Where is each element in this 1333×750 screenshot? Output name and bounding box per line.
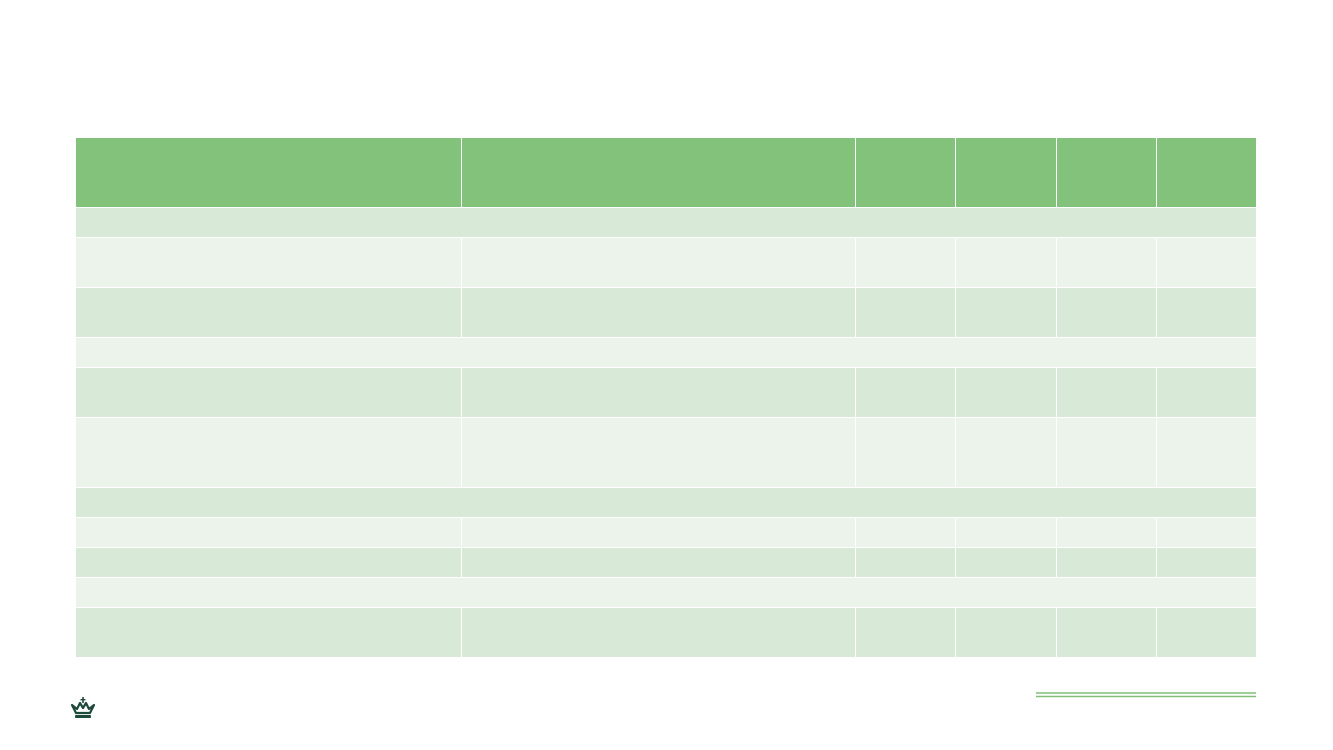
table-cell xyxy=(76,418,461,487)
header-cell xyxy=(462,138,855,207)
table-cell xyxy=(1057,548,1156,577)
header-cell xyxy=(1157,138,1256,207)
table-cell xyxy=(462,288,855,337)
table-cell xyxy=(462,608,855,657)
table-cell xyxy=(1057,238,1156,287)
table-cell xyxy=(956,368,1056,417)
table-cell xyxy=(956,288,1056,337)
crown-logo xyxy=(70,697,96,718)
table-cell xyxy=(1057,288,1156,337)
table-cell xyxy=(856,288,955,337)
table xyxy=(76,138,1256,657)
header-cell xyxy=(856,138,955,207)
table-cell xyxy=(956,418,1056,487)
table-cell xyxy=(1157,608,1256,657)
table-cell xyxy=(956,548,1056,577)
table-cell xyxy=(856,608,955,657)
table-cell xyxy=(1057,608,1156,657)
table-cell xyxy=(856,548,955,577)
table-cell xyxy=(956,238,1056,287)
table-cell xyxy=(76,518,461,547)
section-row xyxy=(76,578,1256,607)
table-cell xyxy=(1057,418,1156,487)
table-cell xyxy=(462,368,855,417)
section-row xyxy=(76,338,1256,367)
table-cell xyxy=(1157,288,1256,337)
table-cell xyxy=(856,418,955,487)
table-cell xyxy=(462,238,855,287)
table-cell xyxy=(76,288,461,337)
table-cell xyxy=(1157,368,1256,417)
table-cell xyxy=(856,238,955,287)
section-row xyxy=(76,488,1256,517)
table-cell xyxy=(76,548,461,577)
table-cell xyxy=(1157,418,1256,487)
table-cell xyxy=(1157,548,1256,577)
table-cell xyxy=(462,418,855,487)
section-row xyxy=(76,208,1256,237)
table-cell xyxy=(76,368,461,417)
table-cell xyxy=(76,608,461,657)
table-cell xyxy=(462,518,855,547)
table-cell xyxy=(76,238,461,287)
table-cell xyxy=(856,518,955,547)
table-cell xyxy=(956,518,1056,547)
table-cell xyxy=(1057,368,1156,417)
table-cell xyxy=(1057,518,1156,547)
table-cell xyxy=(1157,238,1256,287)
header-cell xyxy=(1057,138,1156,207)
header-cell xyxy=(76,138,461,207)
table-cell xyxy=(856,368,955,417)
table-cell xyxy=(462,548,855,577)
header-cell xyxy=(956,138,1056,207)
table-cell xyxy=(956,608,1056,657)
table-cell xyxy=(1157,518,1256,547)
